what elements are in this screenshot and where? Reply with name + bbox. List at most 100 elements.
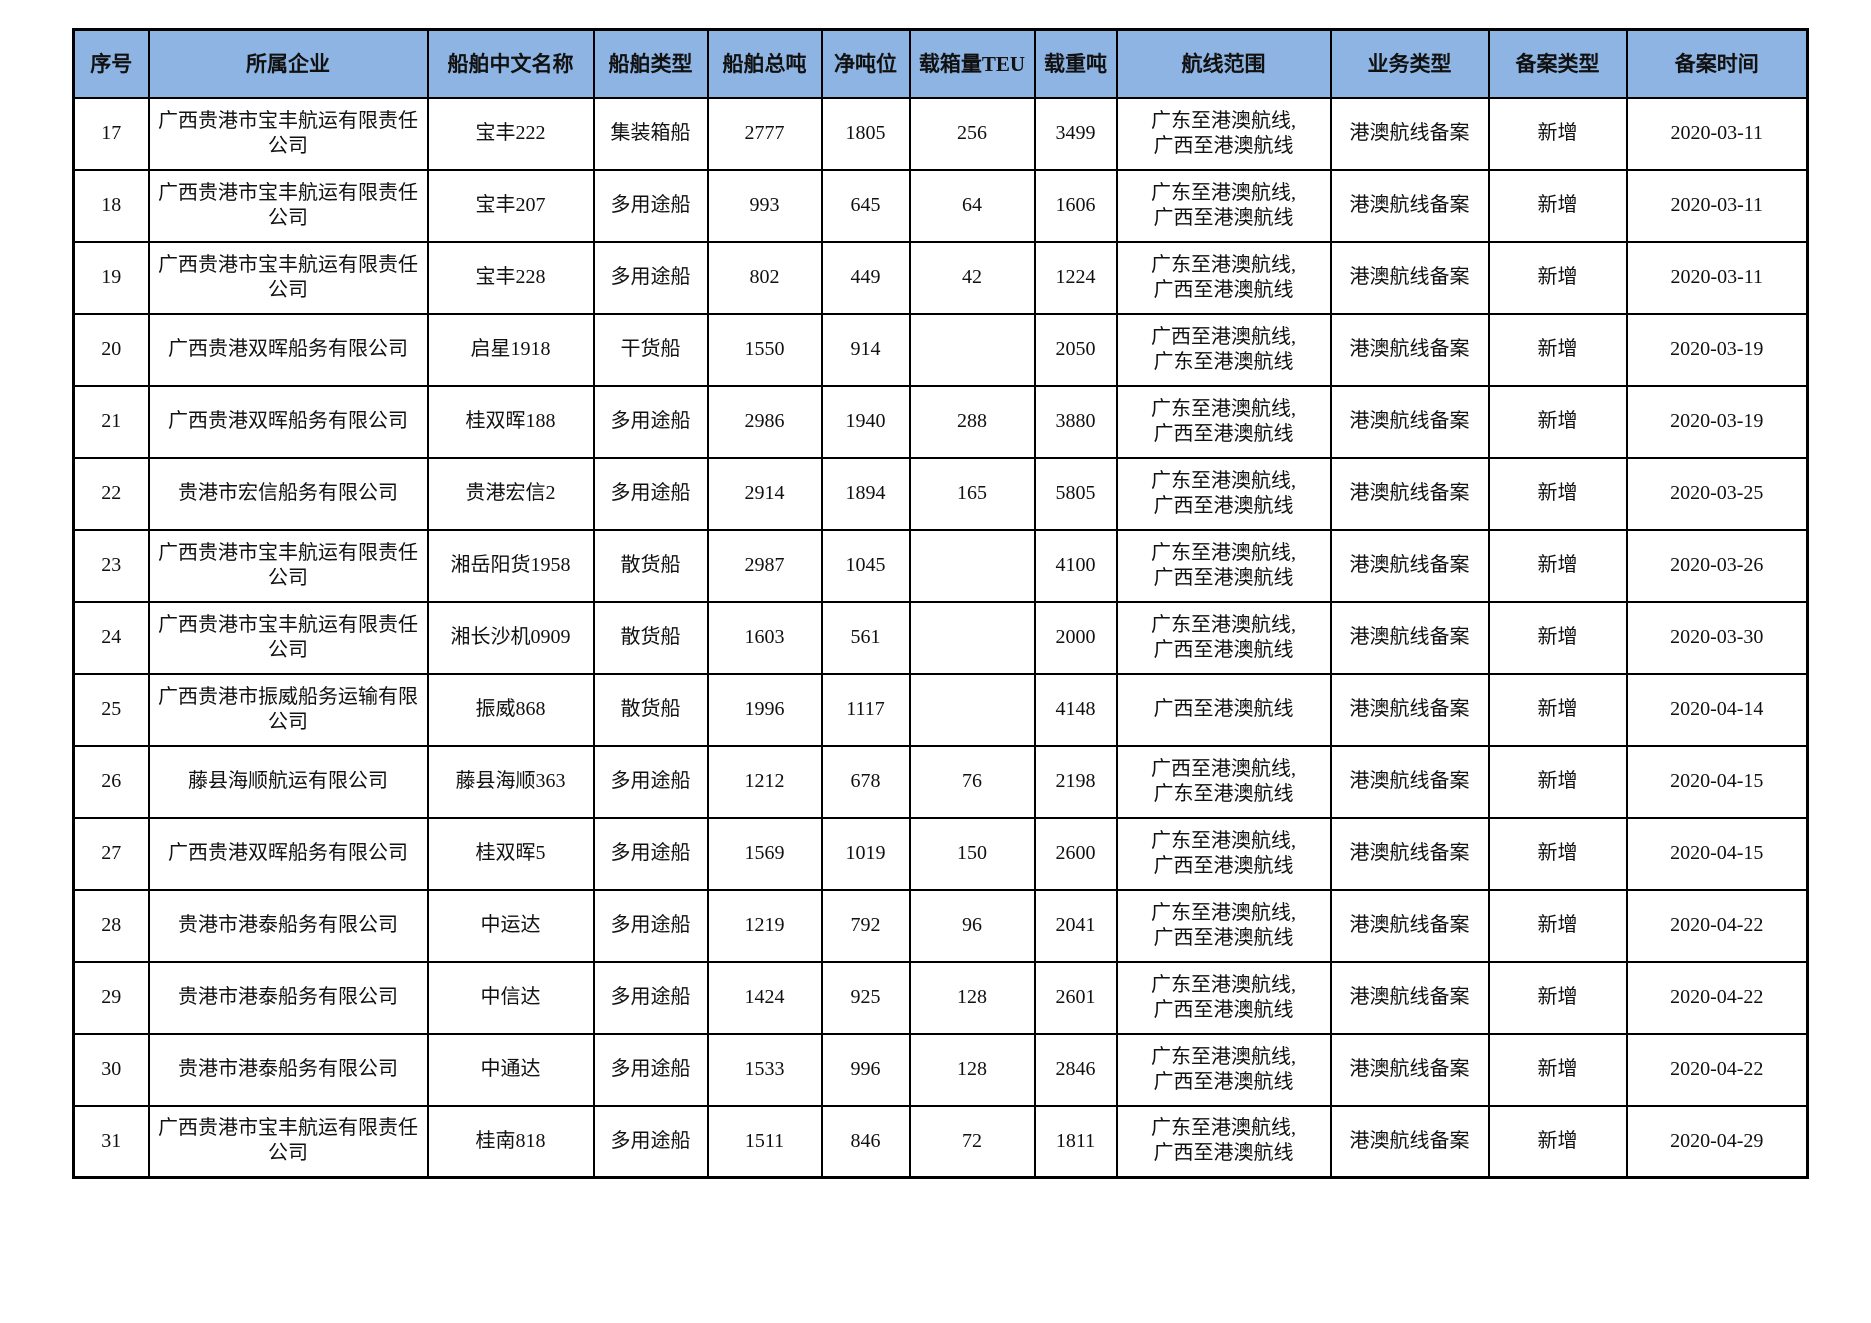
cell-company: 贵港市港泰船务有限公司 xyxy=(147,960,429,1035)
cell-ship-type: 多用途船 xyxy=(592,744,709,819)
cell-business-type: 港澳航线备案 xyxy=(1329,672,1490,747)
cell-business-type: 港澳航线备案 xyxy=(1329,1032,1490,1107)
cell-teu: 256 xyxy=(908,96,1036,171)
cell-record-type: 新增 xyxy=(1487,528,1628,603)
cell-gross-tonnage: 1550 xyxy=(706,312,823,387)
cell-route: 广东至港澳航线, 广西至港澳航线 xyxy=(1115,960,1332,1035)
cell-ship-name: 藤县海顺363 xyxy=(426,744,595,819)
cell-gross-tonnage: 1511 xyxy=(706,1104,823,1179)
cell-ship-name: 贵港宏信2 xyxy=(426,456,595,531)
cell-teu: 64 xyxy=(908,168,1036,243)
cell-gross-tonnage: 1569 xyxy=(706,816,823,891)
cell-business-type: 港澳航线备案 xyxy=(1329,816,1490,891)
cell-company: 广西贵港市宝丰航运有限责任公司 xyxy=(147,528,429,603)
cell-route: 广东至港澳航线, 广西至港澳航线 xyxy=(1115,600,1332,675)
cell-net-tonnage: 645 xyxy=(820,168,911,243)
cell-ship-name: 中通达 xyxy=(426,1032,595,1107)
cell-record-date: 2020-03-11 xyxy=(1625,240,1809,315)
cell-company: 广西贵港市宝丰航运有限责任公司 xyxy=(147,240,429,315)
column-header-index: 序号 xyxy=(72,28,150,99)
cell-route: 广西至港澳航线 xyxy=(1115,672,1332,747)
cell-net-tonnage: 925 xyxy=(820,960,911,1035)
cell-ship-type: 多用途船 xyxy=(592,1032,709,1107)
cell-business-type: 港澳航线备案 xyxy=(1329,1104,1490,1179)
cell-index: 28 xyxy=(72,888,150,963)
cell-net-tonnage: 846 xyxy=(820,1104,911,1179)
cell-gross-tonnage: 1212 xyxy=(706,744,823,819)
cell-record-type: 新增 xyxy=(1487,1032,1628,1107)
cell-gross-tonnage: 1533 xyxy=(706,1032,823,1107)
cell-record-date: 2020-03-25 xyxy=(1625,456,1809,531)
table-row: 24 广西贵港市宝丰航运有限责任公司 湘长沙机0909 散货船 1603 561 2000 广… xyxy=(72,600,1809,675)
cell-route: 广东至港澳航线, 广西至港澳航线 xyxy=(1115,456,1332,531)
table-row: 17 广西贵港市宝丰航运有限责任公司 宝丰222 集装箱船 2777 1805 256 349… xyxy=(72,96,1809,171)
cell-teu xyxy=(908,672,1036,747)
cell-ship-type: 散货船 xyxy=(592,528,709,603)
table-row: 29 贵港市港泰船务有限公司 中信达 多用途船 1424 925 128 2601 广东至港澳航… xyxy=(72,960,1809,1035)
cell-route: 广东至港澳航线, 广西至港澳航线 xyxy=(1115,816,1332,891)
cell-teu: 288 xyxy=(908,384,1036,459)
cell-record-date: 2020-03-11 xyxy=(1625,96,1809,171)
cell-company: 贵港市港泰船务有限公司 xyxy=(147,1032,429,1107)
cell-ship-type: 多用途船 xyxy=(592,960,709,1035)
cell-net-tonnage: 792 xyxy=(820,888,911,963)
cell-ship-name: 宝丰207 xyxy=(426,168,595,243)
cell-ship-type: 多用途船 xyxy=(592,456,709,531)
cell-business-type: 港澳航线备案 xyxy=(1329,240,1490,315)
table-row: 30 贵港市港泰船务有限公司 中通达 多用途船 1533 996 128 2846 广东至港澳航… xyxy=(72,1032,1809,1107)
table-header-row: 序号 所属企业 船舶中文名称 船舶类型 船舶总吨 净吨位 载箱量TEU 载重吨 航线范围 业务类型… xyxy=(72,28,1809,99)
cell-ship-name: 中信达 xyxy=(426,960,595,1035)
cell-net-tonnage: 1894 xyxy=(820,456,911,531)
cell-gross-tonnage: 1996 xyxy=(706,672,823,747)
table-row: 25 广西贵港市振威船务运输有限公司 振威868 散货船 1996 1117 4148 广西至… xyxy=(72,672,1809,747)
cell-ship-type: 多用途船 xyxy=(592,384,709,459)
cell-net-tonnage: 561 xyxy=(820,600,911,675)
cell-route: 广东至港澳航线, 广西至港澳航线 xyxy=(1115,168,1332,243)
cell-deadweight: 2041 xyxy=(1033,888,1118,963)
cell-net-tonnage: 678 xyxy=(820,744,911,819)
cell-index: 31 xyxy=(72,1104,150,1179)
cell-business-type: 港澳航线备案 xyxy=(1329,168,1490,243)
cell-teu xyxy=(908,312,1036,387)
cell-company: 广西贵港双晖船务有限公司 xyxy=(147,312,429,387)
cell-record-type: 新增 xyxy=(1487,816,1628,891)
cell-business-type: 港澳航线备案 xyxy=(1329,384,1490,459)
table-row: 28 贵港市港泰船务有限公司 中运达 多用途船 1219 792 96 2041 广东至港澳航线… xyxy=(72,888,1809,963)
cell-company: 广西贵港市宝丰航运有限责任公司 xyxy=(147,96,429,171)
cell-route: 广东至港澳航线, 广西至港澳航线 xyxy=(1115,1032,1332,1107)
cell-record-date: 2020-03-30 xyxy=(1625,600,1809,675)
cell-record-date: 2020-04-22 xyxy=(1625,960,1809,1035)
cell-index: 25 xyxy=(72,672,150,747)
cell-ship-name: 振威868 xyxy=(426,672,595,747)
cell-net-tonnage: 1045 xyxy=(820,528,911,603)
cell-route: 广东至港澳航线, 广西至港澳航线 xyxy=(1115,384,1332,459)
table-row: 18 广西贵港市宝丰航运有限责任公司 宝丰207 多用途船 993 645 64 1606 广东… xyxy=(72,168,1809,243)
column-header-record-type: 备案类型 xyxy=(1487,28,1628,99)
column-header-net-tonnage: 净吨位 xyxy=(820,28,911,99)
cell-company: 广西贵港市宝丰航运有限责任公司 xyxy=(147,600,429,675)
cell-teu: 76 xyxy=(908,744,1036,819)
cell-company: 广西贵港市宝丰航运有限责任公司 xyxy=(147,168,429,243)
cell-deadweight: 2600 xyxy=(1033,816,1118,891)
cell-net-tonnage: 996 xyxy=(820,1032,911,1107)
cell-business-type: 港澳航线备案 xyxy=(1329,600,1490,675)
cell-deadweight: 2050 xyxy=(1033,312,1118,387)
cell-route: 广西至港澳航线, 广东至港澳航线 xyxy=(1115,744,1332,819)
cell-index: 19 xyxy=(72,240,150,315)
cell-deadweight: 2846 xyxy=(1033,1032,1118,1107)
cell-record-date: 2020-04-14 xyxy=(1625,672,1809,747)
cell-net-tonnage: 1019 xyxy=(820,816,911,891)
cell-net-tonnage: 1940 xyxy=(820,384,911,459)
cell-ship-type: 干货船 xyxy=(592,312,709,387)
cell-company: 贵港市港泰船务有限公司 xyxy=(147,888,429,963)
cell-gross-tonnage: 993 xyxy=(706,168,823,243)
cell-teu: 150 xyxy=(908,816,1036,891)
cell-ship-name: 桂双晖5 xyxy=(426,816,595,891)
cell-record-date: 2020-03-11 xyxy=(1625,168,1809,243)
cell-company: 广西贵港双晖船务有限公司 xyxy=(147,384,429,459)
cell-business-type: 港澳航线备案 xyxy=(1329,96,1490,171)
cell-gross-tonnage: 1424 xyxy=(706,960,823,1035)
cell-business-type: 港澳航线备案 xyxy=(1329,456,1490,531)
cell-deadweight: 1811 xyxy=(1033,1104,1118,1179)
cell-ship-type: 多用途船 xyxy=(592,1104,709,1179)
